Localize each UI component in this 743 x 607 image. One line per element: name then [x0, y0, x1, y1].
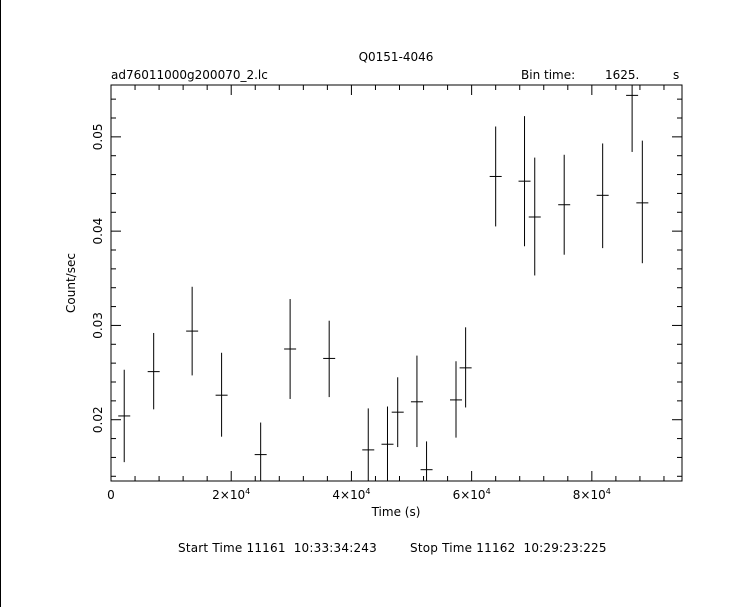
y-tick-label: 0.03 [91, 312, 105, 339]
bin-time-unit: s [673, 68, 679, 82]
data-point [323, 320, 336, 398]
x-tick-label: 0 [107, 488, 115, 502]
data-point [420, 441, 433, 481]
start-time-text: Start Time 11161 10:33:34:243 [178, 541, 377, 555]
data-points [118, 85, 649, 481]
data-point [528, 157, 541, 276]
chart-title: Q0151-4046 [359, 50, 434, 64]
axis-tick-labels: 0 2×104 4×104 6×104 8×104 0.02 0.03 0.04 0.05 [91, 123, 611, 502]
data-point [450, 361, 463, 438]
data-point [284, 299, 297, 399]
y-axis-label: Count/sec [64, 253, 78, 313]
x-tick-label: 6×104 [453, 487, 491, 502]
data-point [362, 408, 375, 481]
axis-ticks [110, 85, 682, 481]
x-axis-label: Time (s) [371, 505, 421, 519]
data-point [596, 143, 609, 249]
data-point [215, 352, 228, 437]
x-tick-label: 8×104 [573, 487, 611, 502]
data-point [254, 422, 267, 481]
data-point [489, 126, 502, 227]
x-tick-label: 4×104 [332, 487, 370, 502]
data-point [147, 332, 160, 410]
y-tick-label: 0.02 [91, 406, 105, 433]
plot-frame [110, 84, 683, 482]
data-point [381, 406, 394, 481]
bin-time-label: Bin time: [521, 68, 575, 82]
y-tick-label: 0.05 [91, 123, 105, 150]
data-point [518, 116, 531, 247]
stop-time-text: Stop Time 11162 10:29:23:225 [410, 541, 607, 555]
data-point [186, 286, 199, 376]
data-point [391, 377, 404, 448]
data-point [410, 355, 423, 448]
data-point [459, 327, 472, 408]
x-tick-label: 2×104 [212, 487, 250, 502]
y-tick-label: 0.04 [91, 218, 105, 245]
data-point [626, 85, 639, 152]
bin-time-value: 1625. [605, 68, 639, 82]
file-label: ad76011000g200070_2.lc [111, 68, 268, 82]
data-point [558, 154, 571, 255]
data-point [118, 369, 131, 463]
data-point [636, 140, 649, 264]
window-left-border [0, 0, 1, 607]
